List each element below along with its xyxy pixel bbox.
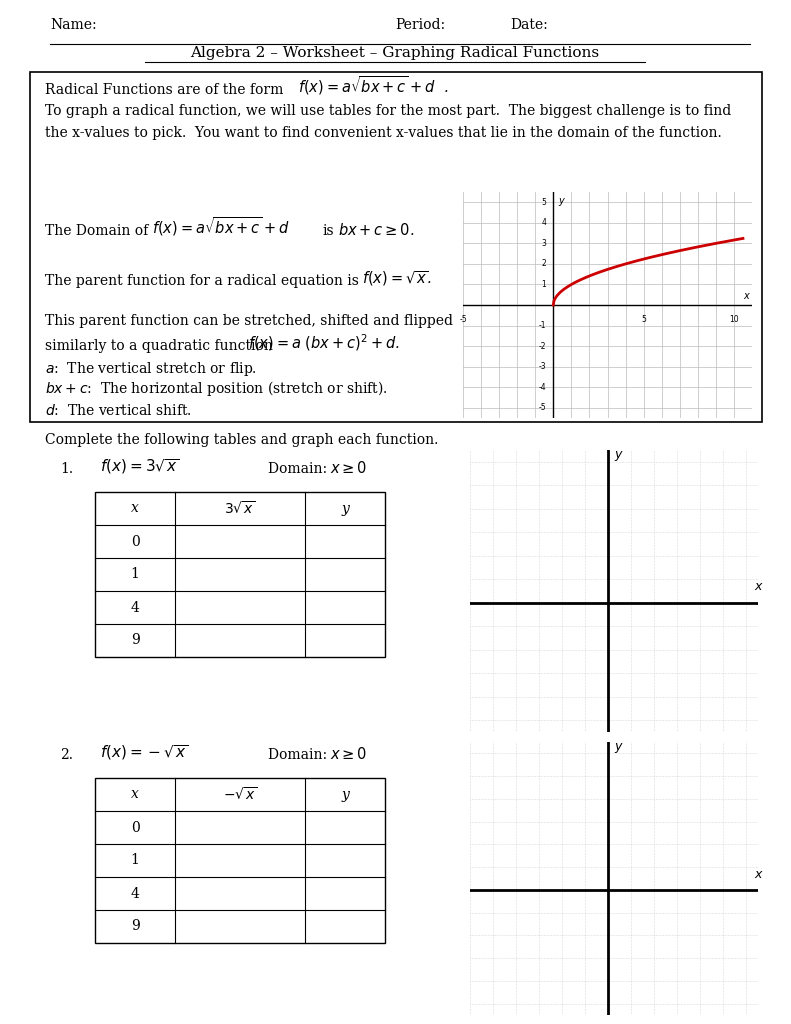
Text: similarly to a quadratic function: similarly to a quadratic function	[45, 339, 273, 353]
FancyBboxPatch shape	[95, 492, 385, 657]
Text: $3\sqrt{x}$: $3\sqrt{x}$	[225, 500, 255, 517]
Text: Domain:: Domain:	[268, 748, 336, 762]
Text: y: y	[614, 447, 622, 461]
Text: -5: -5	[539, 403, 546, 413]
Text: 1: 1	[131, 853, 139, 867]
Text: -4: -4	[539, 383, 546, 392]
Text: $f(x) = a\ (bx+c)^{2}+d$.: $f(x) = a\ (bx+c)^{2}+d$.	[248, 333, 400, 353]
Text: -3: -3	[539, 362, 546, 371]
Text: 4: 4	[541, 218, 546, 227]
Text: To graph a radical function, we will use tables for the most part.  The biggest : To graph a radical function, we will use…	[45, 104, 731, 140]
Text: 2: 2	[541, 259, 546, 268]
Text: 1: 1	[541, 280, 546, 289]
Text: $bx+c \geq 0$.: $bx+c \geq 0$.	[338, 222, 414, 238]
Text: 2.: 2.	[60, 748, 73, 762]
Text: Domain:: Domain:	[268, 462, 336, 476]
Text: 1: 1	[131, 567, 139, 582]
Text: 10: 10	[729, 315, 739, 325]
Text: 9: 9	[131, 634, 139, 647]
Text: 5: 5	[541, 198, 546, 207]
Text: -2: -2	[539, 342, 546, 350]
Text: Algebra 2 – Worksheet – Graphing Radical Functions: Algebra 2 – Worksheet – Graphing Radical…	[191, 46, 600, 60]
FancyBboxPatch shape	[95, 778, 385, 943]
Text: $a$:  The vertical stretch or flip.: $a$: The vertical stretch or flip.	[45, 360, 257, 378]
Text: $f(x) = -\sqrt{x}$: $f(x) = -\sqrt{x}$	[100, 743, 188, 762]
Text: 4: 4	[131, 887, 139, 900]
Text: Date:: Date:	[510, 18, 547, 32]
Text: x: x	[744, 291, 749, 301]
Text: $x \geq 0$: $x \geq 0$	[330, 746, 367, 762]
Text: x: x	[131, 502, 139, 515]
Text: $f(x) = 3\sqrt{x}$: $f(x) = 3\sqrt{x}$	[100, 457, 180, 476]
Text: Name:: Name:	[50, 18, 97, 32]
Text: x: x	[755, 867, 762, 881]
Text: Period:: Period:	[395, 18, 445, 32]
Text: $bx+c$:  The horizontal position (stretch or shift).: $bx+c$: The horizontal position (stretch…	[45, 379, 388, 398]
Text: $f(x) = a\sqrt{bx+c}+d$: $f(x) = a\sqrt{bx+c}+d$	[152, 215, 290, 238]
Text: The Domain of: The Domain of	[45, 224, 148, 238]
Text: 4: 4	[131, 600, 139, 614]
FancyBboxPatch shape	[30, 72, 762, 422]
Text: Complete the following tables and graph each function.: Complete the following tables and graph …	[45, 433, 438, 447]
Text: x: x	[131, 787, 139, 802]
Text: $f(x) = a\sqrt{bx+c}+d$  .: $f(x) = a\sqrt{bx+c}+d$ .	[298, 74, 448, 97]
Text: 3: 3	[541, 239, 546, 248]
Text: y: y	[558, 197, 563, 206]
Text: The parent function for a radical equation is: The parent function for a radical equati…	[45, 274, 359, 288]
Text: is: is	[322, 224, 334, 238]
Text: 9: 9	[131, 920, 139, 934]
Text: x: x	[755, 581, 762, 593]
Text: y: y	[614, 739, 622, 753]
Text: 5: 5	[642, 315, 646, 325]
Text: -1: -1	[539, 322, 546, 330]
Text: $d$:  The vertical shift.: $d$: The vertical shift.	[45, 403, 192, 418]
Text: $f(x) = \sqrt{x}$.: $f(x) = \sqrt{x}$.	[362, 269, 432, 288]
Text: Radical Functions are of the form: Radical Functions are of the form	[45, 83, 283, 97]
Text: $-\sqrt{x}$: $-\sqrt{x}$	[223, 786, 257, 803]
Text: 1.: 1.	[60, 462, 73, 476]
Text: $x \geq 0$: $x \geq 0$	[330, 460, 367, 476]
Text: 0: 0	[131, 535, 139, 549]
Text: -5: -5	[460, 315, 467, 325]
Text: This parent function can be stretched, shifted and flipped: This parent function can be stretched, s…	[45, 314, 453, 328]
Text: y: y	[341, 787, 349, 802]
Text: y: y	[341, 502, 349, 515]
Text: 0: 0	[131, 820, 139, 835]
